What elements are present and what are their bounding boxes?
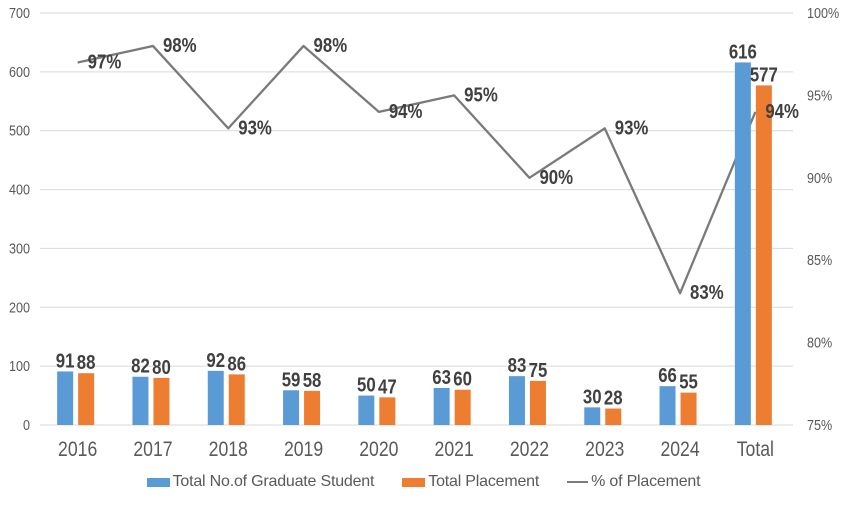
bar-value-label: 63: [432, 366, 451, 389]
legend-swatch-graduate-students: [146, 477, 170, 487]
bar-placement-2018: [228, 374, 245, 425]
bar-value-label: 91: [56, 349, 75, 372]
bar-value-label: 616: [729, 40, 757, 63]
left-axis-tick: 0: [23, 416, 30, 433]
bar-graduate-2020: [358, 395, 375, 425]
percent-label: 95%: [464, 83, 498, 106]
bar-placement-2017: [153, 377, 170, 425]
bar-value-label: 577: [750, 63, 778, 86]
bar-value-label: 75: [529, 358, 548, 381]
right-axis-tick: 85%: [807, 251, 832, 268]
left-axis-tick: 700: [9, 4, 30, 21]
bar-placement-2016: [78, 373, 95, 425]
bar-placement-2022: [529, 380, 546, 425]
left-axis-tick: 500: [9, 122, 30, 139]
legend-item-graduate-students: Total No.of Graduate Student: [146, 473, 375, 491]
left-axis-tick: 200: [9, 298, 30, 315]
bar-placement-2023: [605, 408, 622, 425]
bar-value-label: 60: [453, 367, 472, 390]
category-label-2016: 2016: [58, 438, 97, 462]
bar-value-label: 82: [131, 354, 150, 377]
placement-percent-line: [77, 44, 757, 295]
bar-value-label: 92: [206, 348, 225, 371]
bar-graduate-2023: [584, 407, 601, 425]
bar-value-label: 55: [679, 370, 698, 393]
bar-graduate-2019: [283, 390, 300, 425]
category-label-2018: 2018: [209, 438, 248, 462]
bar-value-label: 88: [77, 351, 96, 374]
category-label-2017: 2017: [133, 438, 172, 462]
percent-label: 93%: [615, 116, 649, 139]
legend-item-placement-percent: % of Placement: [567, 473, 701, 491]
legend-label-graduate-students: Total No.of Graduate Student: [172, 473, 375, 490]
bar-graduate-2016: [57, 371, 74, 425]
right-axis-tick: 100%: [807, 4, 839, 21]
percent-label: 98%: [163, 34, 197, 57]
category-label-2019: 2019: [284, 438, 323, 462]
right-axis-tick: 80%: [807, 334, 832, 351]
legend-line-swatch-placement-percent: [567, 480, 589, 484]
right-axis-tick: 75%: [807, 416, 832, 433]
right-axis-tick: 95%: [807, 86, 832, 103]
bar-placement-2019: [304, 390, 321, 425]
percent-label: 83%: [690, 281, 724, 304]
bar-value-label: 30: [583, 385, 602, 408]
bar-placement-2021: [454, 389, 471, 425]
bar-value-label: 83: [508, 354, 527, 377]
left-axis-tick: 600: [9, 63, 30, 80]
bar-value-label: 80: [152, 356, 171, 379]
category-label-Total: Total: [737, 438, 774, 462]
chart-legend: Total No.of Graduate Student Total Place…: [0, 473, 847, 491]
legend-label-placement-percent: % of Placement: [591, 473, 701, 490]
percent-label: 94%: [389, 99, 423, 122]
bar-value-label: 86: [227, 352, 246, 375]
percent-label: 93%: [238, 116, 272, 139]
bar-value-label: 58: [303, 368, 322, 391]
bar-graduate-2017: [132, 376, 149, 425]
bar-placement-2024: [680, 392, 697, 425]
legend-swatch-total-placement: [402, 477, 426, 487]
bar-value-label: 50: [357, 373, 376, 396]
category-label-2024: 2024: [660, 438, 699, 462]
bar-placement-2020: [379, 397, 396, 425]
bar-value-label: 28: [604, 386, 623, 409]
bar-value-label: 66: [658, 364, 677, 387]
bar-value-label: 47: [378, 375, 397, 398]
category-label-2020: 2020: [359, 438, 398, 462]
bar-graduate-2024: [659, 386, 676, 425]
percent-label: 94%: [765, 99, 799, 122]
bar-placement-Total: [755, 85, 772, 425]
bar-graduate-2018: [207, 370, 224, 425]
legend-item-total-placement: Total Placement: [402, 473, 539, 491]
legend-label-total-placement: Total Placement: [428, 473, 540, 490]
percent-label: 98%: [314, 34, 348, 57]
left-axis-tick: 300: [9, 239, 30, 256]
category-label-2022: 2022: [510, 438, 549, 462]
left-axis-tick: 400: [9, 180, 30, 197]
percent-label: 90%: [539, 165, 573, 188]
bar-graduate-Total: [734, 62, 751, 425]
category-label-2021: 2021: [435, 438, 474, 462]
bar-value-label: 59: [282, 368, 301, 391]
category-label-2023: 2023: [585, 438, 624, 462]
left-axis-tick: 100: [9, 357, 30, 374]
percent-label: 97%: [88, 50, 122, 73]
bar-graduate-2022: [508, 376, 525, 425]
bar-graduate-2021: [433, 387, 450, 425]
right-axis-tick: 90%: [807, 169, 832, 186]
